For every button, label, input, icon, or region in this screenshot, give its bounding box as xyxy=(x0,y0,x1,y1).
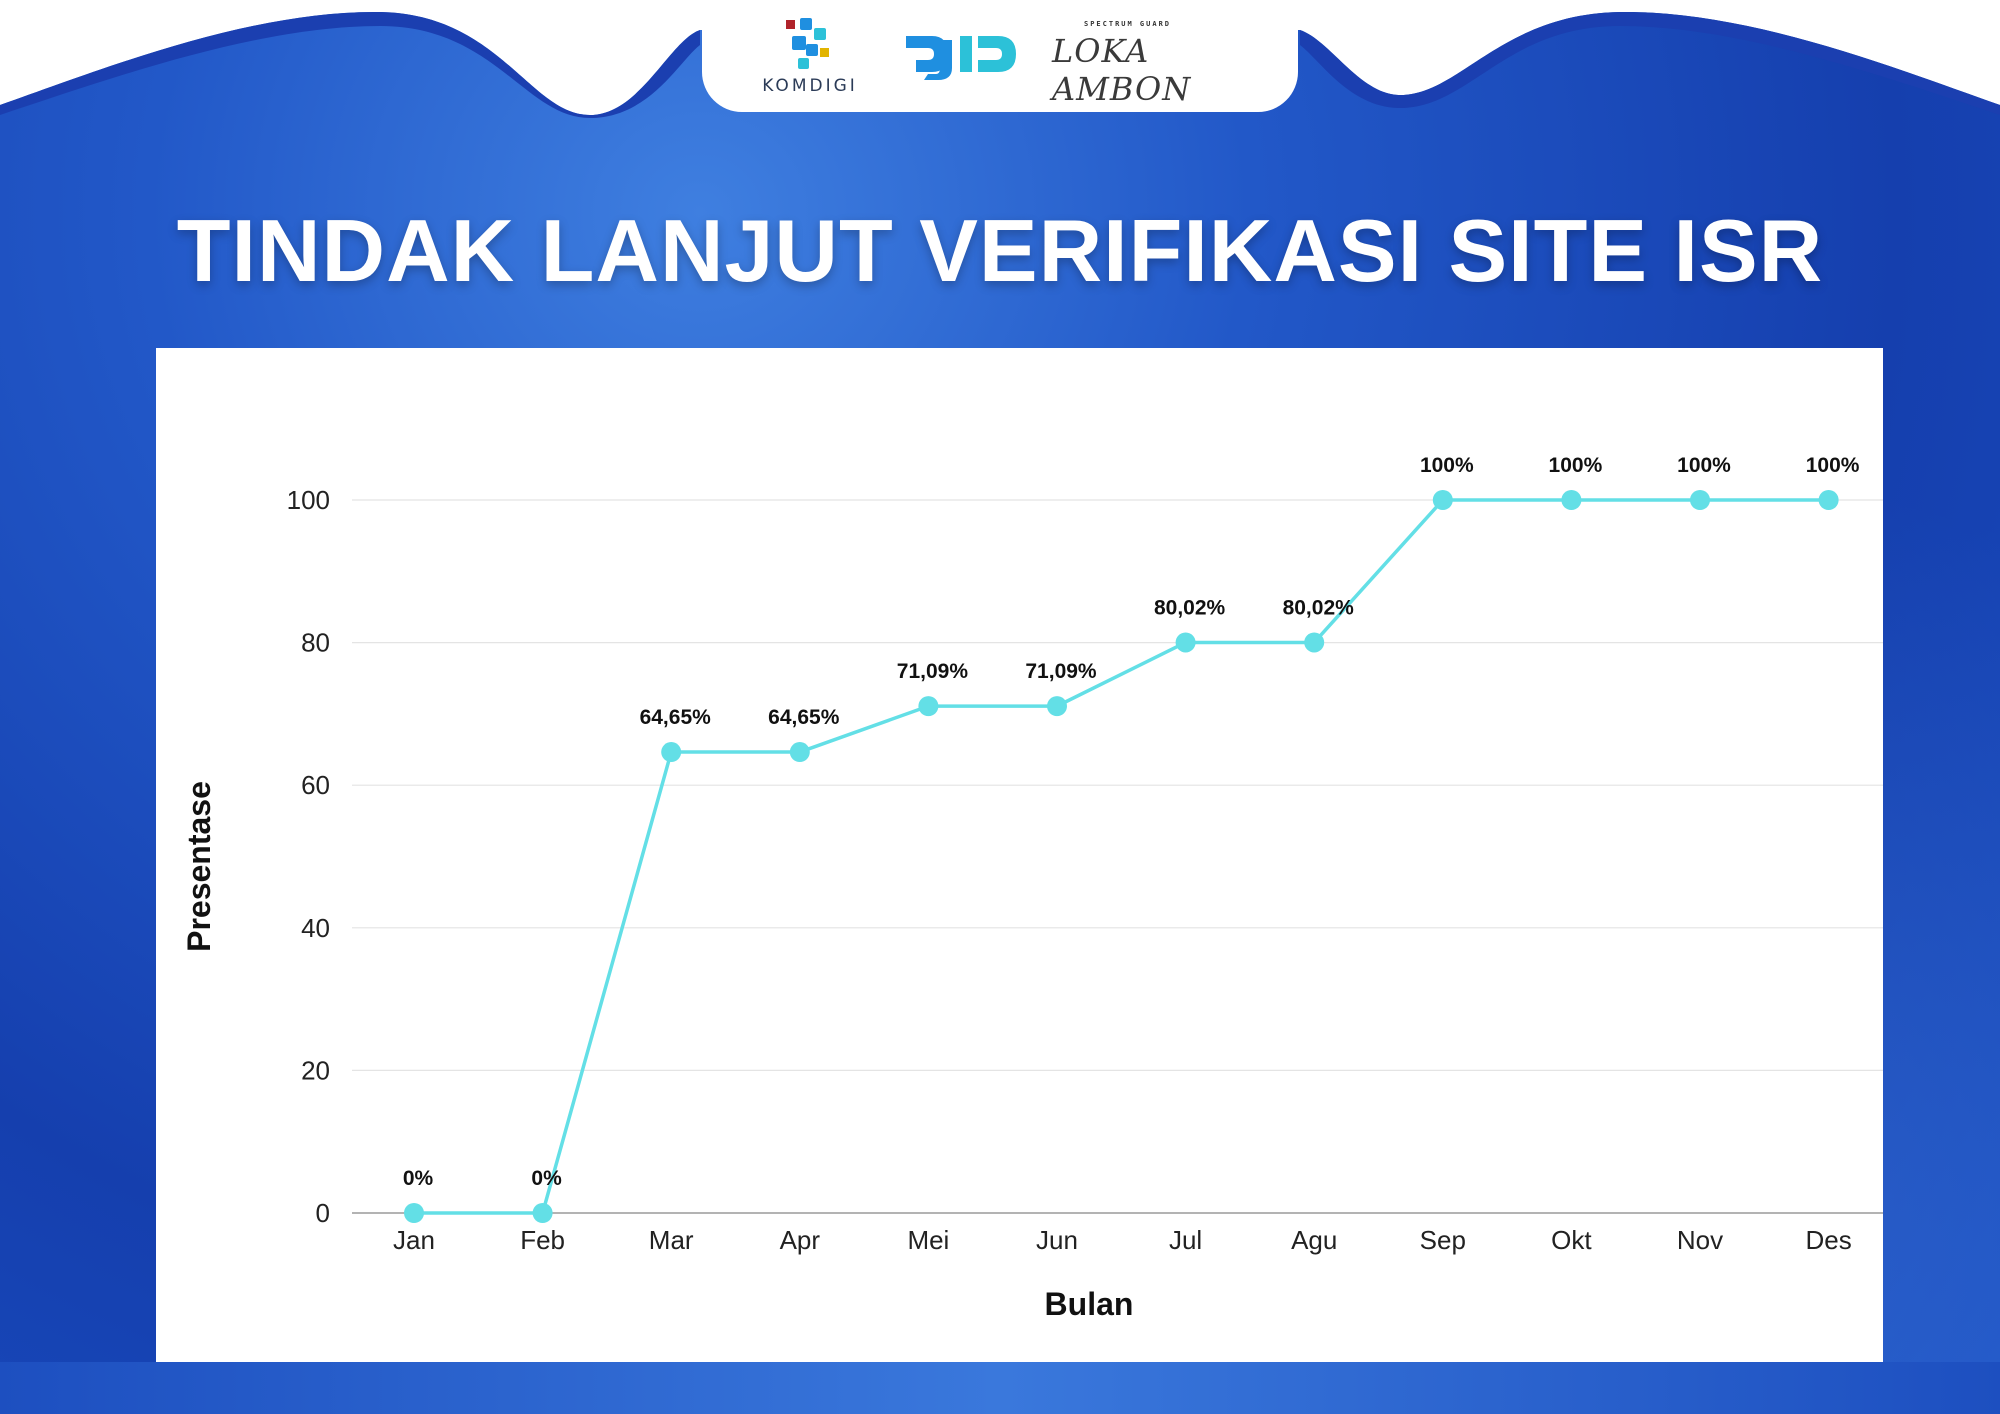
y-axis-title: Presentase xyxy=(181,781,217,952)
djid-emblem-icon xyxy=(906,36,1016,80)
y-tick-label: 80 xyxy=(301,628,330,658)
x-axis-title: Bulan xyxy=(1045,1286,1134,1322)
data-label: 100% xyxy=(1677,454,1731,477)
komdigi-wordmark: KOMDIGI xyxy=(762,76,858,96)
data-point xyxy=(661,742,682,763)
data-label: 64,65% xyxy=(640,706,712,729)
x-tick-label: Nov xyxy=(1677,1225,1723,1255)
data-label: 80,02% xyxy=(1154,596,1226,619)
data-label: 100% xyxy=(1549,454,1603,477)
series-line xyxy=(414,498,1829,1215)
x-tick-label: Jul xyxy=(1169,1225,1202,1255)
y-tick-label: 100 xyxy=(287,485,330,515)
bottom-band xyxy=(0,1362,2000,1414)
y-tick-label: 60 xyxy=(301,770,330,800)
x-tick-label: Sep xyxy=(1420,1225,1466,1255)
x-tick-label: Des xyxy=(1805,1225,1851,1255)
data-point xyxy=(1175,632,1196,653)
x-tick-label: Mei xyxy=(907,1225,949,1255)
data-label: 0% xyxy=(403,1167,434,1190)
x-tick-label: Apr xyxy=(780,1225,821,1255)
data-label: 100% xyxy=(1420,454,1474,477)
data-label: 80,02% xyxy=(1283,596,1355,619)
data-point xyxy=(1561,490,1582,510)
x-tick-label: Okt xyxy=(1551,1225,1592,1255)
komdigi-logo: KOMDIGI xyxy=(750,14,870,96)
y-tick-label: 0 xyxy=(316,1198,330,1228)
data-point xyxy=(918,696,939,717)
logo-bar: KOMDIGI SPECTRUM GUARD LOKA AMBON xyxy=(702,0,1298,112)
data-point xyxy=(1690,490,1710,510)
x-tick-label: Jun xyxy=(1036,1225,1078,1255)
data-label: 71,09% xyxy=(1025,660,1097,683)
loka-ambon-wordmark: LOKA AMBON xyxy=(1052,32,1192,108)
page-title: TINDAK LANJUT VERIFIKASI SITE ISR xyxy=(176,201,1824,300)
data-point xyxy=(404,1203,424,1223)
x-tick-label: Jan xyxy=(393,1225,435,1255)
x-tick-label: Agu xyxy=(1291,1225,1337,1255)
spectrum-guard-text: SPECTRUM GUARD xyxy=(1084,20,1172,28)
data-point xyxy=(1047,696,1067,717)
komdigi-emblem-icon xyxy=(786,18,829,69)
data-point xyxy=(1818,490,1839,510)
data-label: 64,65% xyxy=(768,706,840,729)
loka-ambon-logo: SPECTRUM GUARD LOKA AMBON xyxy=(1052,18,1222,108)
data-point xyxy=(1432,490,1453,510)
top-wave-decoration xyxy=(0,0,2000,118)
x-tick-label: Feb xyxy=(520,1225,565,1255)
chart-panel: 0 20 40 60 80 100 Jan Feb Mar Apr Mei Jun Jul Agu Sep O… xyxy=(156,348,1883,1362)
data-label: 0% xyxy=(531,1167,562,1190)
data-point xyxy=(1304,632,1325,653)
data-label: 100% xyxy=(1806,454,1860,477)
data-label: 71,09% xyxy=(897,660,969,683)
x-tick-label: Mar xyxy=(649,1225,694,1255)
data-point xyxy=(532,1203,553,1223)
y-tick-label: 20 xyxy=(301,1055,330,1085)
data-point xyxy=(789,742,810,763)
djid-logo xyxy=(902,30,1020,82)
line-chart: 0 20 40 60 80 100 Jan Feb Mar Apr Mei Jun Jul Agu Sep O… xyxy=(181,454,1883,1322)
y-tick-label: 40 xyxy=(301,913,330,943)
